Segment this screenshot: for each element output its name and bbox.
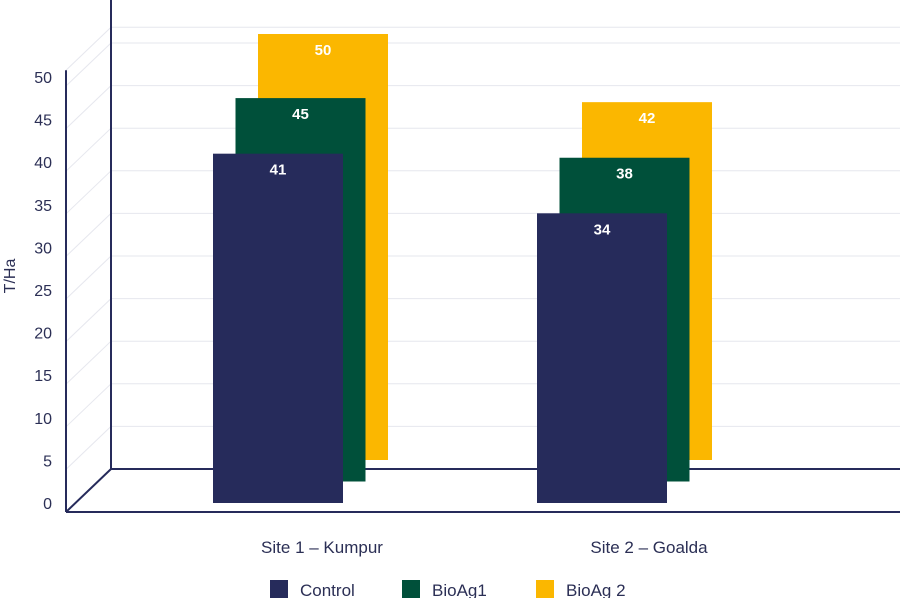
y-tick-label: 15	[34, 368, 52, 385]
y-tick-label: 10	[34, 411, 52, 428]
bar	[213, 153, 343, 503]
data-label: 41	[270, 162, 287, 179]
y-tick-label: 45	[34, 113, 52, 130]
y-tick-label: 0	[43, 496, 52, 513]
grid-line-side	[65, 255, 112, 300]
y-tick-label: 30	[34, 240, 52, 257]
data-label: 50	[315, 42, 332, 59]
y-axis-label: T/Ha	[2, 259, 19, 294]
y-tick-label: 25	[34, 283, 52, 300]
axis-line	[65, 468, 112, 513]
legend-label: Control	[300, 581, 355, 598]
grid-line-side	[65, 213, 112, 257]
grid-line-side	[65, 383, 112, 428]
y-tick-label: 5	[43, 453, 52, 470]
grid-line-side	[65, 170, 112, 215]
y-tick-label: 35	[34, 198, 52, 215]
y-tick-label: 20	[34, 326, 52, 343]
grid-line-side	[65, 127, 112, 172]
legend-label: BioAg 2	[566, 581, 626, 598]
grid-line-side	[65, 340, 112, 385]
category-label: Site 1 – Kumpur	[261, 538, 383, 557]
bar-group: 50 45 41 42 38 34	[213, 34, 712, 503]
legend-swatch	[270, 580, 288, 598]
legend-swatch	[402, 580, 420, 598]
x-axis-categories: Site 1 – Kumpur Site 2 – Goalda	[261, 538, 708, 557]
grid-line-side	[65, 42, 112, 87]
grid-line-side	[65, 26, 112, 71]
data-label: 38	[616, 166, 633, 183]
grid-line-side	[65, 85, 112, 129]
legend-swatch	[536, 580, 554, 598]
bar	[537, 213, 667, 503]
category-label: Site 2 – Goalda	[590, 538, 708, 557]
chart-grid	[65, 26, 900, 470]
grid-line-side	[65, 298, 112, 342]
legend-label: BioAg1	[432, 581, 487, 598]
y-axis-ticks: 0 5 10 15 20 25 30 35 40 45 50	[34, 70, 52, 513]
data-label: 34	[594, 221, 611, 238]
data-label: 42	[639, 110, 656, 127]
grid-line-side	[65, 426, 112, 470]
data-label: 45	[292, 106, 309, 123]
y-tick-label: 40	[34, 155, 52, 172]
chart-frame	[65, 0, 900, 513]
y-tick-label: 50	[34, 70, 52, 87]
legend: Control BioAg1 BioAg 2	[270, 580, 626, 598]
